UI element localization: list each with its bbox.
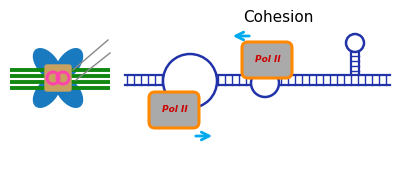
Circle shape	[163, 54, 217, 108]
Ellipse shape	[34, 77, 60, 107]
FancyBboxPatch shape	[45, 65, 71, 91]
Circle shape	[251, 69, 279, 97]
Text: Pol II: Pol II	[255, 54, 281, 64]
FancyBboxPatch shape	[242, 42, 292, 78]
Ellipse shape	[56, 77, 82, 107]
Circle shape	[346, 34, 364, 52]
Ellipse shape	[56, 49, 82, 79]
Text: Pol II: Pol II	[162, 104, 188, 114]
Ellipse shape	[34, 49, 60, 79]
Text: Cohesion: Cohesion	[243, 10, 313, 25]
FancyBboxPatch shape	[149, 92, 199, 128]
